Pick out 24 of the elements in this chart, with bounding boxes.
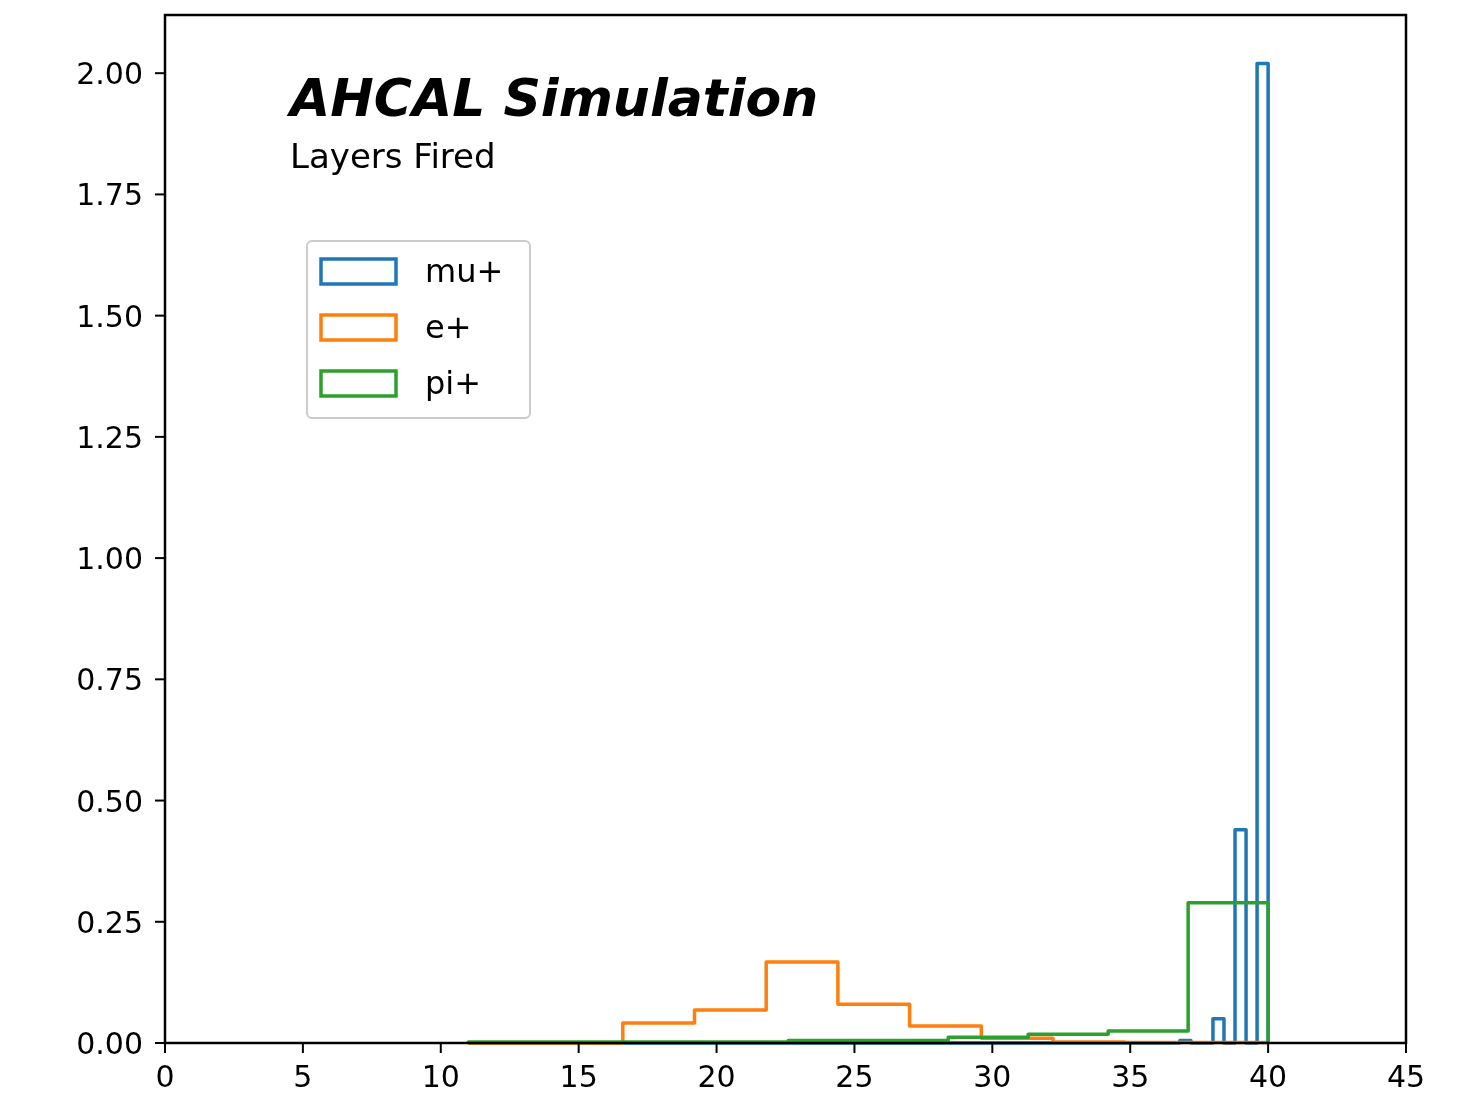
y-tick-label: 0.00 — [76, 1026, 143, 1061]
x-tick-label: 40 — [1249, 1059, 1288, 1094]
text: AHCAL Simulation — [286, 68, 819, 128]
y-tick-label: 1.25 — [76, 419, 143, 455]
x-tick-label: 15 — [559, 1059, 598, 1094]
legend-label: mu+ — [425, 252, 504, 290]
y-tick-label: 1.00 — [76, 541, 143, 577]
x-tick-label: 10 — [421, 1059, 460, 1094]
y-tick-label: 0.50 — [76, 783, 143, 819]
x-tick-label: 25 — [835, 1059, 874, 1094]
x-tick-label: 30 — [973, 1059, 1012, 1094]
y-tick-label: 0.25 — [76, 904, 143, 940]
text: Layers Fired — [290, 136, 496, 176]
x-tick-label: 45 — [1386, 1059, 1426, 1094]
x-tick-label: 20 — [697, 1059, 736, 1094]
y-tick-label: 0.75 — [76, 662, 143, 698]
y-tick-label: 2.00 — [76, 56, 143, 92]
legend-label: pi+ — [425, 364, 482, 402]
y-tick-label: 1.50 — [76, 298, 143, 334]
x-tick-label: 0 — [155, 1059, 175, 1094]
x-tick-label: 5 — [293, 1059, 313, 1094]
x-tick-label: 35 — [1111, 1059, 1150, 1094]
y-tick-label: 1.75 — [76, 177, 143, 213]
legend-label: e+ — [425, 308, 472, 346]
